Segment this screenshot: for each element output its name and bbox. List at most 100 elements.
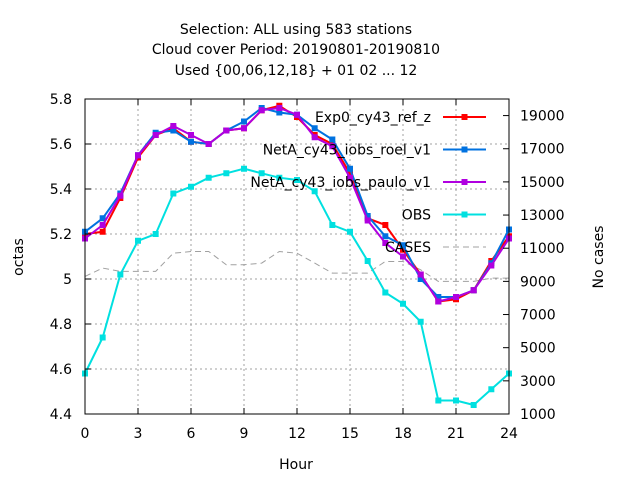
y2-tick-label: 7000 [520, 308, 556, 324]
legend-label: NetA_cy43_iobs_roel_v1 [263, 143, 431, 159]
y2-tick-label: 9000 [520, 274, 556, 290]
x-tick-label: 21 [447, 426, 465, 442]
legend: Exp0_cy43_ref_z NetA_cy43_iobs_roel_v1 Net… [250, 110, 486, 256]
data-point [400, 242, 406, 249]
data-point [364, 217, 371, 224]
y2-tick-label: 17000 [520, 142, 565, 158]
x-tick-label: 18 [394, 426, 412, 442]
data-point [400, 246, 406, 253]
data-point [364, 213, 371, 219]
series-line-neta-cy43-iobs-roel-v1 [84, 106, 510, 298]
y-tick-label: 4.4 [50, 407, 72, 423]
data-point [417, 276, 424, 282]
y-axis-label: octas [11, 238, 27, 276]
data-point [435, 397, 442, 404]
data-point [382, 222, 389, 228]
data-point [276, 105, 283, 111]
legend-marker [461, 211, 468, 218]
data-point [294, 177, 300, 183]
data-point [311, 134, 318, 141]
data-point [117, 192, 124, 199]
legend-label: CASES [385, 240, 431, 256]
data-point [99, 228, 106, 235]
data-point [435, 294, 442, 300]
data-point [311, 125, 318, 132]
data-point [135, 152, 141, 159]
data-point [435, 298, 442, 305]
data-point [488, 386, 495, 393]
data-point [400, 300, 406, 307]
series-layer [82, 102, 512, 408]
data-point [241, 125, 247, 132]
data-point [382, 289, 389, 296]
data-point [488, 262, 495, 269]
x-tick-label: 12 [288, 426, 306, 442]
y2-tick-label: 19000 [520, 109, 565, 125]
data-point [453, 294, 459, 300]
data-point [170, 123, 177, 129]
data-point [258, 170, 265, 177]
x-tick-label: 24 [500, 426, 518, 442]
y2-axis-label: No cases [591, 226, 607, 289]
data-point [329, 222, 336, 228]
data-point [329, 136, 336, 143]
y-tick-label: 5.6 [50, 137, 72, 153]
data-point [347, 174, 353, 181]
y2-tick-label: 11000 [520, 241, 565, 257]
data-point [258, 107, 265, 114]
chart-title: Selection: ALL using 583 stations Cloud … [152, 22, 440, 79]
data-point [188, 132, 194, 138]
x-tick-label: 9 [240, 426, 249, 442]
y-tick-label: 5 [63, 272, 72, 288]
data-point [170, 190, 177, 197]
data-point [223, 127, 230, 134]
data-point [470, 287, 477, 294]
data-point [364, 258, 371, 264]
data-point [276, 109, 283, 116]
data-point [382, 233, 389, 240]
data-point [241, 118, 247, 125]
data-point [329, 143, 336, 150]
legend-label: OBS [402, 208, 431, 224]
legend-label: NetA_cy43_iobs_paulo_v1 [250, 175, 431, 191]
data-point [276, 174, 283, 181]
data-point [188, 138, 194, 145]
data-point [311, 188, 318, 195]
data-point [294, 111, 300, 118]
data-point [417, 271, 424, 278]
data-point [241, 165, 247, 172]
y-tick-label: 5.2 [50, 227, 72, 243]
data-point [205, 174, 212, 181]
series-line-cases [84, 250, 509, 282]
legend-marker [461, 179, 468, 185]
x-tick-label: 0 [81, 426, 90, 442]
data-point [99, 215, 106, 222]
data-point [135, 237, 141, 244]
data-point [99, 334, 106, 341]
data-point [152, 132, 159, 138]
data-point [188, 183, 194, 190]
legend-marker [461, 146, 468, 153]
y-tick-label: 5.8 [50, 92, 72, 108]
data-point [347, 170, 353, 177]
data-point [453, 397, 459, 404]
data-point [417, 318, 424, 325]
x-tick-label: 15 [341, 426, 359, 442]
axis-ticks: 0 3 6 9 12 15 18 21 24 4.4 4.6 4.8 5 5.2 5.4 5.6 5.8 1000… [50, 92, 565, 442]
data-point [347, 228, 353, 235]
y2-tick-label: 15000 [520, 175, 565, 191]
title-line-3: Used {00,06,12,18} + 01 02 ... 12 [175, 63, 418, 79]
legend-marker [461, 114, 468, 120]
data-point [400, 253, 406, 260]
y-tick-label: 4.8 [50, 317, 72, 333]
cases-series-layer [84, 250, 509, 282]
title-line-1: Selection: ALL using 583 stations [180, 22, 412, 38]
data-point [170, 127, 177, 134]
x-axis-label: Hour [279, 457, 313, 473]
data-point [347, 165, 353, 172]
data-point [382, 240, 389, 246]
y2-tick-label: 3000 [520, 374, 556, 390]
data-point [117, 271, 124, 278]
legend-label: Exp0_cy43_ref_z [315, 110, 431, 126]
